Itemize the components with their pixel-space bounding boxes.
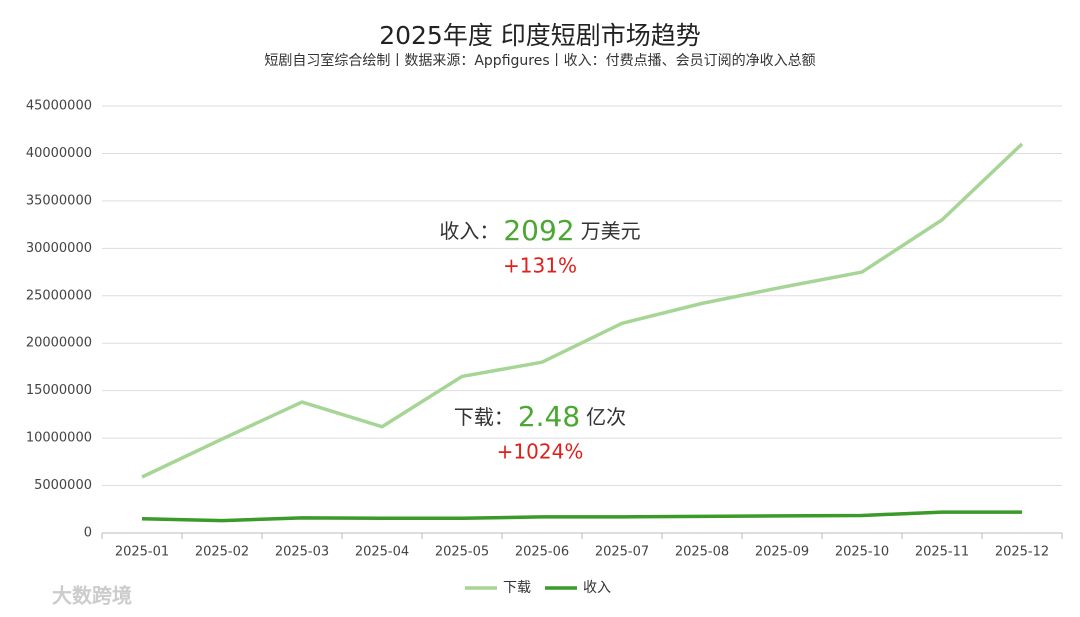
y-tick-label: 0 — [84, 526, 92, 541]
watermark: 大数跨境 — [52, 584, 132, 608]
x-tick-label: 2025-07 — [595, 545, 649, 560]
x-tick-label: 2025-12 — [995, 545, 1049, 560]
annotation-value: 2092 — [503, 214, 574, 247]
y-tick-label: 10000000 — [26, 431, 92, 446]
annotation-label: 收入： — [439, 219, 499, 243]
annotation: 收入： 2092 万美元 — [439, 214, 640, 247]
y-tick-label: 25000000 — [26, 288, 92, 303]
legend-label: 收入 — [583, 580, 611, 596]
x-tick-label: 2025-01 — [115, 545, 169, 560]
x-tick-label: 2025-02 — [195, 545, 249, 560]
x-tick-label: 2025-04 — [355, 545, 409, 560]
x-tick-label: 2025-08 — [675, 545, 729, 560]
annotation-change: +1024% — [497, 440, 584, 464]
y-tick-label: 5000000 — [34, 478, 92, 493]
y-tick-label: 35000000 — [26, 193, 92, 208]
legend-label: 下载 — [503, 580, 531, 596]
y-tick-label: 40000000 — [26, 146, 92, 161]
annotation-label: 下载： — [454, 405, 514, 429]
annotation: 下载： 2.48 亿次 — [454, 400, 626, 433]
x-tick-label: 2025-06 — [515, 545, 569, 560]
x-tick-label: 2025-10 — [835, 545, 889, 560]
chart-title: 2025年度 印度短剧市场趋势 — [379, 21, 701, 50]
x-tick-label: 2025-11 — [915, 545, 969, 560]
annotation-unit: 万美元 — [581, 219, 641, 243]
annotation-value: 2.48 — [518, 400, 580, 433]
series-line — [141, 510, 1022, 523]
series-line — [141, 142, 1024, 479]
annotation-change: +131% — [503, 254, 577, 278]
y-tick-label: 45000000 — [26, 99, 92, 114]
y-tick-label: 15000000 — [26, 383, 92, 398]
x-tick-label: 2025-05 — [435, 545, 489, 560]
y-tick-label: 30000000 — [26, 241, 92, 256]
x-tick-label: 2025-03 — [275, 545, 329, 560]
chart-subtitle: 短剧自习室综合绘制丨数据来源：Appfigures丨收入：付费点播、会员订阅的净… — [264, 52, 815, 69]
x-tick-label: 2025-09 — [755, 545, 809, 560]
y-tick-label: 20000000 — [26, 336, 92, 351]
annotation-unit: 亿次 — [586, 405, 626, 429]
